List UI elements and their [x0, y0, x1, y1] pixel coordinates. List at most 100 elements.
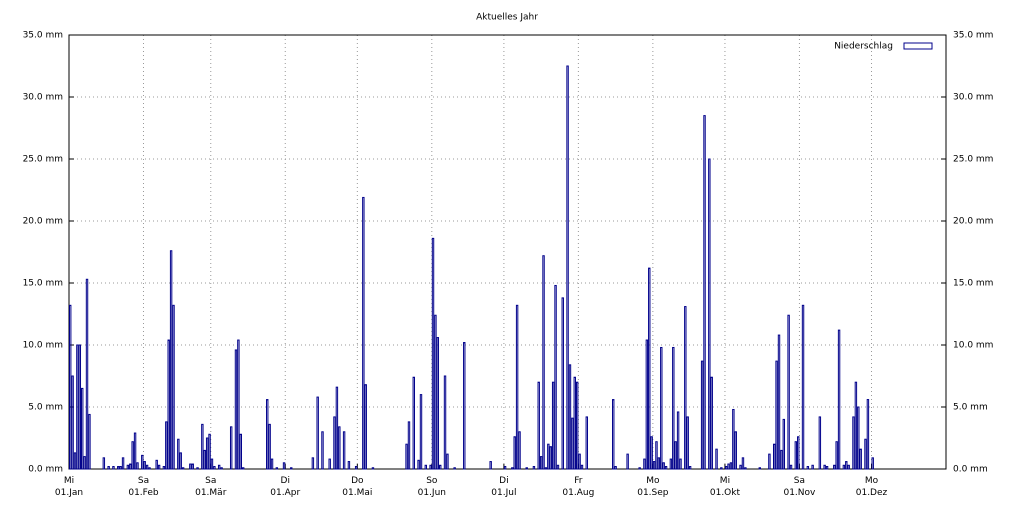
bar [662, 462, 665, 470]
bar [434, 314, 437, 470]
bar [568, 364, 572, 470]
bar [117, 466, 120, 470]
bar [78, 344, 82, 470]
bar [645, 339, 649, 470]
bar [241, 467, 245, 470]
bar [229, 426, 233, 470]
bar [794, 441, 798, 470]
bar [744, 467, 747, 470]
bar [131, 441, 134, 470]
bar [443, 375, 447, 470]
bar [145, 464, 149, 470]
bar [266, 399, 269, 470]
bar [208, 433, 211, 470]
bar [412, 376, 415, 470]
y2-tick-label: 10.0 mm [953, 341, 993, 351]
bar [328, 458, 331, 470]
bar [655, 441, 658, 470]
bar [664, 466, 668, 470]
bar [71, 375, 74, 470]
bar [347, 461, 351, 470]
plot-frame [68, 34, 947, 470]
x-tick-label: Mi 01.Jan [54, 476, 84, 498]
bar [354, 466, 358, 470]
bar [852, 416, 855, 470]
bar [638, 467, 641, 470]
bar [578, 453, 581, 470]
bar [842, 464, 846, 470]
bar [419, 394, 423, 470]
bar [835, 441, 838, 470]
bar [532, 466, 536, 470]
bar [657, 457, 661, 470]
x-tick-label: Mo 01.Dez [855, 476, 888, 498]
bar [191, 463, 194, 470]
bar [547, 443, 550, 470]
y-tick-label: 5.0 mm [28, 403, 63, 413]
bar [780, 449, 783, 470]
bar [648, 267, 651, 470]
bar [732, 408, 735, 470]
bar [121, 457, 125, 470]
x-tick-label: Mo 01.Sep [637, 476, 669, 498]
bar [141, 454, 144, 470]
bar [515, 304, 519, 470]
bar [700, 360, 704, 470]
bar [768, 453, 771, 470]
bar [155, 459, 158, 470]
bar [544, 467, 548, 470]
bar [686, 416, 689, 470]
bar [549, 446, 552, 470]
bar [847, 464, 850, 470]
bar [561, 297, 564, 470]
bar [102, 457, 106, 470]
bar [85, 278, 89, 470]
y2-tick-label: 15.0 mm [953, 279, 993, 289]
legend-swatch [903, 42, 933, 50]
bar [503, 466, 507, 470]
bar [189, 463, 192, 470]
bar [157, 464, 161, 470]
bar [758, 467, 761, 470]
bar [371, 467, 375, 470]
bar [143, 461, 146, 470]
x-tick-label: Di 01.Apr [270, 476, 301, 498]
bar [554, 284, 557, 470]
bar [676, 411, 680, 470]
bar [566, 65, 569, 470]
bar [614, 466, 617, 470]
bar [542, 255, 545, 470]
bar [169, 250, 173, 470]
bar [275, 467, 279, 470]
bar [652, 461, 656, 470]
bar [220, 467, 223, 470]
bar [162, 466, 166, 470]
x-tick-label: Fr 01.Aug [562, 476, 595, 498]
bar [626, 453, 629, 470]
bar [859, 448, 862, 470]
y2-tick-label: 5.0 mm [953, 403, 988, 413]
bar [167, 339, 170, 470]
y2-tick-label: 20.0 mm [953, 217, 993, 227]
bar [201, 423, 204, 470]
bar [424, 464, 428, 470]
legend-label: Niederschlag [834, 42, 893, 52]
bar [234, 349, 238, 470]
bar [205, 437, 209, 470]
bar [727, 463, 730, 470]
bar [362, 196, 365, 470]
bar [720, 467, 723, 470]
x-tick-label: Sa 01.Feb [128, 476, 159, 498]
bar [338, 426, 341, 470]
bar [405, 443, 408, 470]
bar [837, 329, 841, 470]
y-tick-label: 15.0 mm [23, 279, 63, 289]
bar [684, 306, 687, 470]
bar [551, 381, 555, 470]
y-tick-label: 10.0 mm [23, 341, 63, 351]
bar [823, 464, 826, 470]
bar [69, 304, 72, 470]
bar [739, 464, 742, 470]
y2-tick-label: 0.0 mm [953, 465, 988, 475]
bar [316, 396, 319, 470]
